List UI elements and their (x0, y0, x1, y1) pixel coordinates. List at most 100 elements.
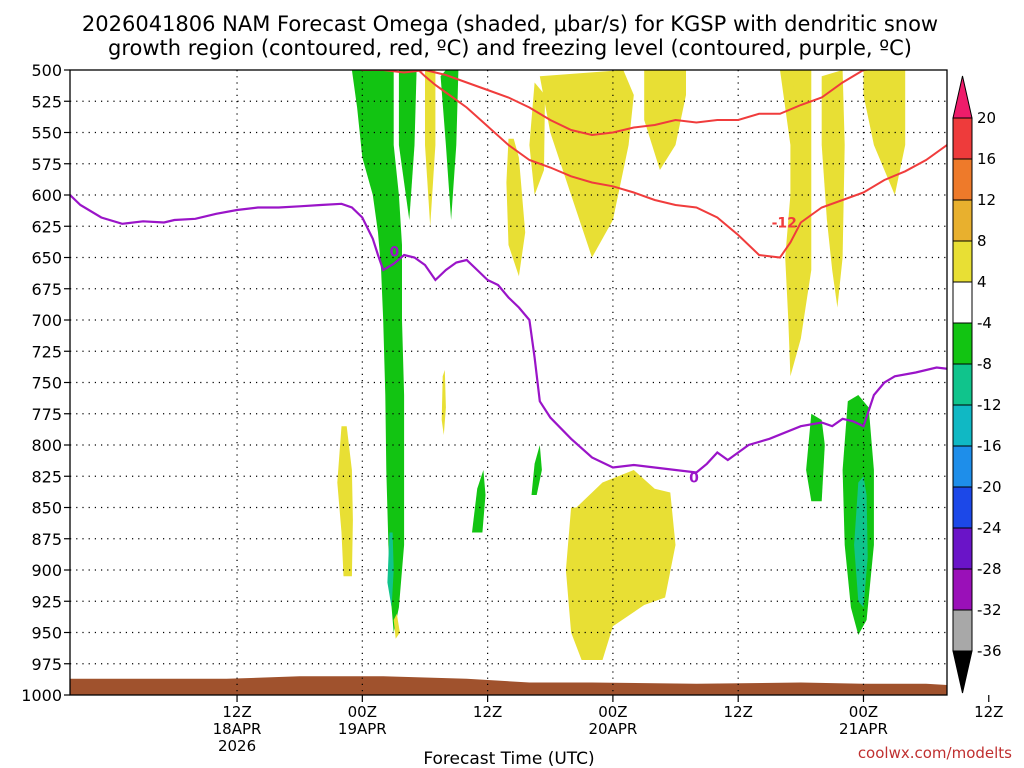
y-tick-label-12: 800 (31, 436, 62, 455)
omega-region-15 (821, 70, 845, 308)
chart-title-line1: 2026041806 NAM Forecast Omega (shaded, μ… (82, 12, 938, 36)
x-tick-label-3-0: 00Z (598, 703, 627, 721)
y-tick-label-0: 500 (31, 61, 62, 80)
y-tick-label-13: 825 (31, 467, 62, 486)
omega-region-2 (440, 70, 459, 220)
omega-region-13 (644, 70, 686, 170)
omega-region-17 (337, 426, 353, 577)
y-tick-label-20: 1000 (21, 686, 62, 705)
omega-region-8 (387, 532, 394, 608)
omega-region-21 (393, 613, 400, 639)
dgz-label-12: -12 (772, 216, 797, 232)
colorbar-box-11 (952, 568, 973, 611)
y-tick-label-16: 900 (31, 561, 62, 580)
colorbar-label-11: -28 (977, 560, 1002, 578)
plot-content: 0 0 -12 (70, 70, 947, 695)
omega-region-20 (792, 70, 807, 170)
omega-region-18 (441, 370, 446, 435)
y-tick-label-17: 925 (31, 592, 62, 611)
plot-area: 0 0 -12 (69, 69, 948, 696)
colorbar-box-3 (952, 240, 973, 283)
x-tick-label-0-2: 2026 (218, 737, 256, 755)
x-tick-label-6-0: 12Z (974, 703, 1003, 721)
colorbar-top-arrow (952, 75, 973, 119)
omega-region-16 (863, 70, 906, 195)
x-tick-label-5-1: 21APR (839, 720, 888, 738)
omega-region-5 (806, 413, 825, 502)
x-tick-label-0-1: 18APR (213, 720, 262, 738)
colorbar-label-6: -8 (977, 355, 992, 373)
omega-region-14 (780, 70, 812, 377)
y-tick-label-19: 975 (31, 655, 62, 674)
freezing-label-0b: 0 (689, 471, 699, 487)
chart-title-line2: growth region (contoured, red, ºC) and f… (108, 36, 912, 60)
colorbar-box-12 (952, 609, 973, 652)
y-tick-label-5: 625 (31, 217, 62, 236)
x-tick-label-4-0: 12Z (724, 703, 753, 721)
grid-lines (70, 70, 947, 695)
y-tick-label-10: 750 (31, 374, 62, 393)
colorbar-label-3: 8 (977, 232, 987, 250)
omega-region-1 (398, 70, 417, 220)
colorbar-label-2: 12 (977, 191, 996, 209)
y-tick-label-15: 875 (31, 530, 62, 549)
x-tick-label-1-1: 19APR (338, 720, 387, 738)
colorbar-box-1 (952, 158, 973, 201)
colorbar-box-2 (952, 199, 973, 242)
omega-region-12 (529, 82, 545, 195)
x-tick-label-1-0: 00Z (348, 703, 377, 721)
colorbar-box-5 (952, 322, 973, 365)
colorbar-box-0 (952, 117, 973, 160)
y-tick-label-7: 675 (31, 280, 62, 299)
y-tick-label-8: 700 (31, 311, 62, 330)
x-axis-label: Forecast Time (UTC) (423, 749, 594, 768)
y-tick-label-9: 725 (31, 342, 62, 361)
y-tick-label-4: 600 (31, 186, 62, 205)
colorbar-label-1: 16 (977, 150, 996, 168)
omega-region-19 (565, 470, 676, 660)
colorbar-label-12: -32 (977, 601, 1002, 619)
colorbar-box-6 (952, 363, 973, 406)
y-tick-label-6: 650 (31, 249, 62, 268)
y-tick-label-11: 775 (31, 405, 62, 424)
freezing-level-contour (70, 194, 947, 474)
y-tick-label-18: 950 (31, 624, 62, 643)
colorbar-label-0: 20 (977, 109, 996, 127)
colorbar-label-10: -24 (977, 519, 1002, 537)
colorbar-box-7 (952, 404, 973, 447)
colorbar-label-9: -20 (977, 478, 1002, 496)
colorbar-label-7: -12 (977, 396, 1002, 414)
colorbar-label-13: -36 (977, 642, 1002, 660)
freezing-label-0a: 0 (389, 244, 399, 260)
y-tick-label-1: 525 (31, 92, 62, 111)
omega-region-10 (539, 70, 634, 258)
colorbar-label-8: -16 (977, 437, 1002, 455)
omega-region-3 (472, 470, 486, 533)
omega-region-0 (351, 70, 405, 633)
x-tick-label-2-0: 12Z (473, 703, 502, 721)
y-tick-label-2: 550 (31, 124, 62, 143)
colorbar-label-5: -4 (977, 314, 992, 332)
colorbar-box-10 (952, 527, 973, 570)
y-tick-label-3: 575 (31, 155, 62, 174)
omega-region-7 (854, 476, 868, 608)
colorbar-box-4 (952, 281, 973, 324)
colorbar-box-9 (952, 486, 973, 529)
x-tick-label-3-1: 20APR (588, 720, 637, 738)
colorbar-label-4: 4 (977, 273, 987, 291)
omega-region-9 (425, 70, 436, 227)
omega-region-4 (531, 445, 542, 495)
terrain (70, 676, 947, 695)
dgz-upper-contour (358, 70, 872, 137)
y-axis-ticks: 500 525 550 575 600 625 650 675 700 725 750 775 800 8… (21, 61, 70, 705)
x-tick-label-5-0: 00Z (849, 703, 878, 721)
colorbar-bottom-arrow (952, 650, 973, 694)
watermark: coolwx.com/modelts (858, 744, 1012, 762)
x-tick-label-0-0: 12Z (222, 703, 251, 721)
colorbar-box-8 (952, 445, 973, 488)
y-tick-label-14: 850 (31, 499, 62, 518)
dgz-lower-contour (416, 70, 947, 259)
omega-region-11 (506, 138, 526, 277)
